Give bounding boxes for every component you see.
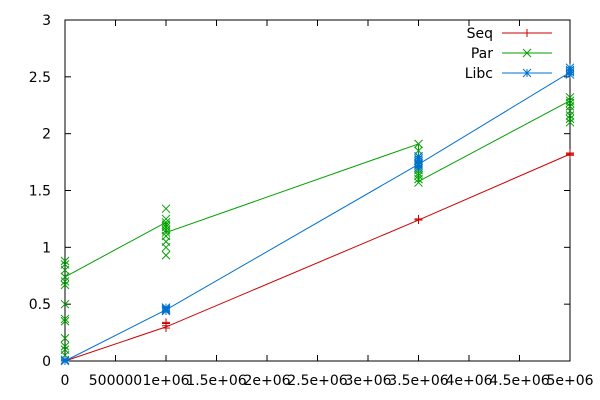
y-tick-label: 2.5 [29, 70, 51, 86]
y-tick-label: 0.5 [29, 297, 51, 313]
data-point [565, 114, 575, 124]
x-tick-label: 0 [61, 373, 70, 389]
y-tick-label: 1.5 [29, 184, 51, 200]
data-point [565, 106, 575, 116]
data-point [60, 314, 70, 324]
legend-marker [522, 68, 532, 78]
data-point [60, 260, 70, 269]
data-point [60, 299, 70, 309]
series-line-libc [64, 71, 571, 362]
data-point [414, 214, 423, 223]
data-point [161, 204, 171, 214]
x-tick-label: 4.5e+06 [489, 373, 550, 389]
data-point [565, 63, 575, 73]
y-tick-label: 3 [42, 13, 51, 29]
data-point [565, 92, 575, 102]
legend-item-seq: Seq [467, 26, 552, 42]
y-tick-label: 1 [42, 240, 51, 256]
x-tick-label: 4e+06 [445, 373, 492, 389]
series-par [60, 92, 575, 360]
data-point [414, 139, 423, 149]
data-point [60, 341, 70, 351]
plot-frame [64, 19, 571, 362]
data-point [60, 355, 70, 365]
legend-label: Seq [467, 26, 493, 42]
data-point [565, 111, 575, 120]
data-point [60, 333, 70, 343]
x-tick-label: 1.5e+06 [186, 373, 247, 389]
data-point [565, 96, 575, 106]
data-point [161, 250, 171, 260]
x-tick-label: 2.5e+06 [287, 373, 348, 389]
data-point [60, 277, 70, 286]
legend-item-libc: Libc [465, 66, 552, 82]
legend-label: Libc [465, 66, 493, 82]
legend-item-par: Par [471, 46, 552, 62]
legend-marker [523, 29, 531, 37]
data-point [60, 280, 70, 290]
x-tick-label: 3.5e+06 [388, 373, 449, 389]
series-line-seq [64, 153, 571, 362]
series-layer [60, 63, 575, 366]
legend: Seq Par Libc [465, 26, 552, 82]
data-point [161, 303, 171, 312]
x-tick-label: 1e+06 [142, 373, 189, 389]
x-tick-label: 2e+06 [243, 373, 290, 389]
y-tick-label: 0 [42, 354, 51, 370]
data-point [566, 148, 574, 157]
series-seq [61, 148, 574, 365]
data-point [565, 117, 575, 127]
series-libc [60, 63, 575, 366]
data-point [60, 345, 70, 354]
legend-marker [522, 48, 532, 58]
axis-ticks: 0 0.5 1 1.5 2 2.5 3 0 500000 1e+061.5e+062e+062.5… [29, 13, 594, 389]
data-point [60, 316, 70, 326]
x-tick-label: 5e+06 [546, 373, 593, 389]
data-point [414, 152, 423, 161]
data-point [414, 178, 423, 187]
data-point [162, 318, 170, 327]
data-point [60, 256, 70, 266]
series-line-par [64, 100, 571, 278]
data-point [161, 222, 171, 232]
x-tick-label: 3e+06 [344, 373, 391, 389]
legend-label: Par [471, 46, 493, 62]
y-tick-label: 2 [42, 127, 51, 143]
x-tick-label: 500000 [89, 373, 142, 389]
data-point [161, 214, 171, 224]
data-point [161, 217, 171, 227]
data-point [60, 272, 70, 282]
